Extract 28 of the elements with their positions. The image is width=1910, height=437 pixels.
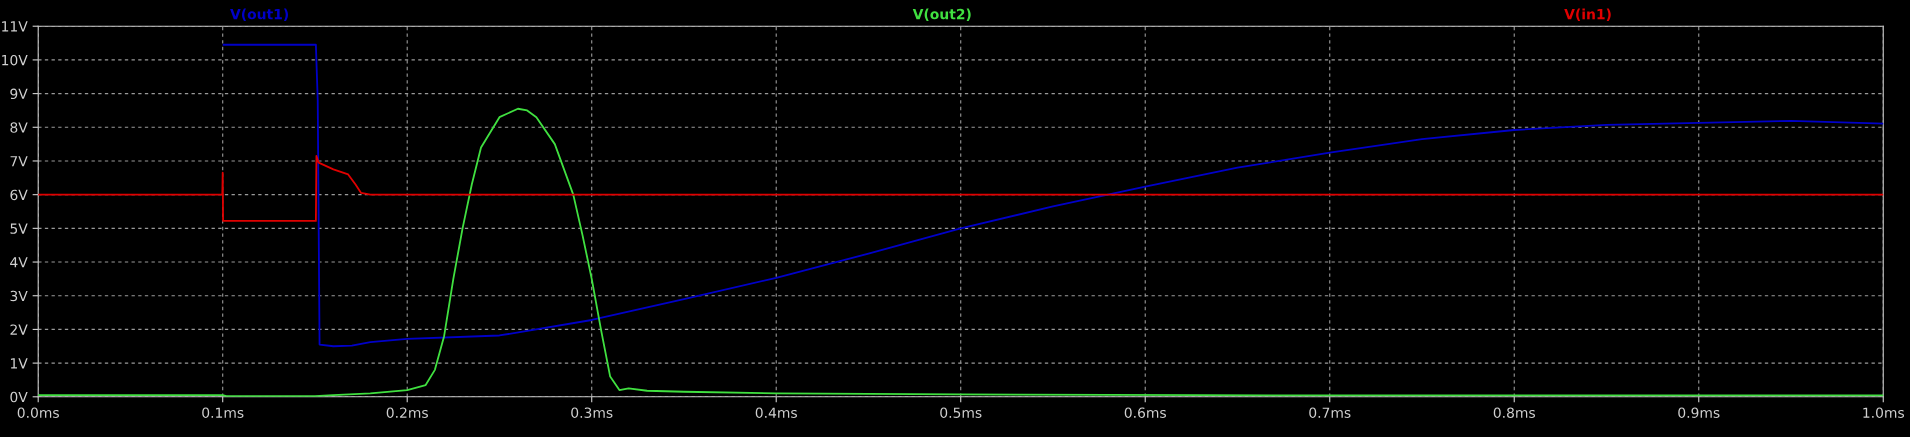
x-tick-label: 1.0ms	[1863, 407, 1905, 418]
y-tick-label: 1V	[10, 358, 28, 369]
y-tick-label: 8V	[10, 122, 28, 133]
x-tick-label: 0.8ms	[1493, 407, 1535, 418]
x-tick-label: 0.7ms	[1309, 407, 1351, 418]
x-tick-label: 0.6ms	[1124, 407, 1166, 418]
line-series	[222, 43, 1884, 348]
x-tick-label: 0.5ms	[940, 407, 982, 418]
x-tick-label: 0.1ms	[202, 407, 244, 418]
x-tick-label: 0.9ms	[1678, 407, 1720, 418]
y-tick-label: 6V	[10, 189, 28, 201]
x-tick-label: 0.3ms	[571, 407, 613, 418]
x-tick-label: 0.2ms	[386, 407, 428, 418]
y-tick-label: 3V	[10, 290, 28, 302]
y-tick-label: 0V	[10, 391, 28, 403]
x-tick-label: 0.4ms	[755, 407, 797, 418]
y-tick-label: 5V	[10, 223, 28, 234]
y-tick-label: 2V	[10, 324, 28, 335]
y-tick-label: 9V	[10, 88, 28, 100]
y-tick-label: 11V	[2, 21, 28, 32]
text: V(out2)	[912, 8, 971, 21]
x-tick-label: 0.0ms	[17, 407, 59, 418]
text: V(in1)	[1564, 8, 1611, 21]
series-label: V(out1)	[230, 8, 288, 21]
y-tick-label: 10V	[2, 54, 28, 66]
line-series	[38, 155, 1884, 222]
y-tick-label: 7V	[10, 156, 28, 167]
y-tick-label: 4V	[10, 257, 28, 268]
